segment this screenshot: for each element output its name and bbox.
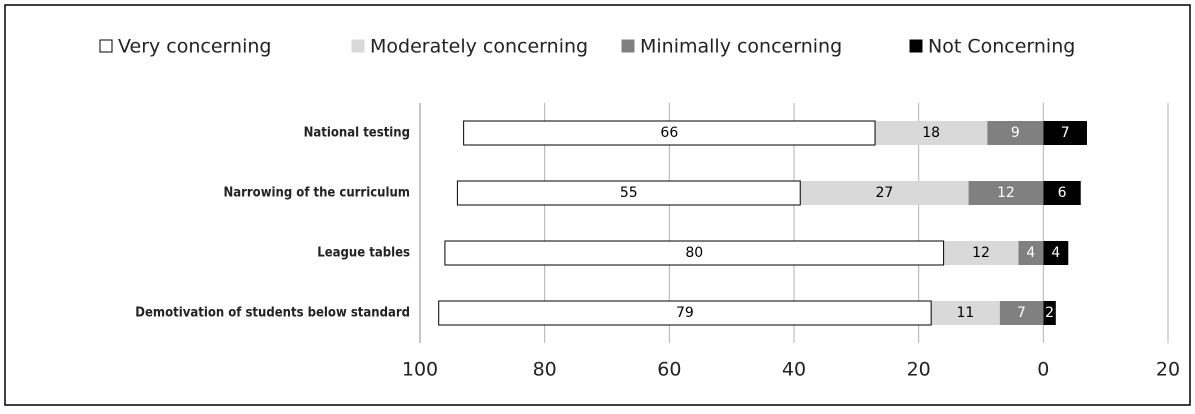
bar-segment <box>1043 121 1087 145</box>
legend-marker <box>621 39 635 53</box>
value-label: 18 <box>922 125 940 141</box>
legend-marker <box>351 39 365 53</box>
value-label: 12 <box>972 245 990 261</box>
bar-segment <box>931 301 1000 325</box>
category-label: Demotivation of students below standard <box>135 306 410 321</box>
value-label: 9 <box>1011 125 1020 141</box>
value-label: 6 <box>1058 185 1067 201</box>
value-label: 4 <box>1026 245 1035 261</box>
bar-segment <box>444 240 945 266</box>
legend-label: Not Concerning <box>928 36 1075 58</box>
bar-segment <box>875 121 988 145</box>
bar-segment <box>999 301 1044 325</box>
x-tick-label: 0 <box>1037 359 1049 381</box>
bar-segment <box>968 181 1044 205</box>
value-label: 7 <box>1017 305 1026 321</box>
category-label: National testing <box>304 126 410 141</box>
bar-segment <box>438 300 932 326</box>
bar-segment <box>456 180 801 206</box>
value-label: 80 <box>685 245 703 261</box>
bar-segment <box>800 181 969 205</box>
legend-label: Very concerning <box>118 36 271 58</box>
bar-segment <box>1043 301 1056 325</box>
bar-segment <box>463 120 876 146</box>
x-tick-label: 80 <box>533 359 557 381</box>
bar-segment <box>1043 241 1069 265</box>
bar-segment <box>987 121 1044 145</box>
value-label: 12 <box>997 185 1015 201</box>
value-label: 79 <box>676 305 694 321</box>
value-label: 27 <box>875 185 893 201</box>
value-label: 66 <box>660 125 678 141</box>
x-tick-label: 100 <box>402 359 438 381</box>
legend-label: Moderately concerning <box>370 36 588 58</box>
bar-segment <box>1018 241 1044 265</box>
x-tick-label: 60 <box>657 359 681 381</box>
x-tick-label: 20 <box>1156 359 1180 381</box>
legend-label: Minimally concerning <box>640 36 842 58</box>
value-label: 2 <box>1045 305 1054 321</box>
value-label: 11 <box>957 305 975 321</box>
category-label: League tables <box>317 246 410 261</box>
value-label: 4 <box>1051 245 1060 261</box>
value-label: 55 <box>620 185 638 201</box>
bar-segment <box>1043 181 1081 205</box>
value-label: 7 <box>1061 125 1070 141</box>
x-tick-label: 20 <box>907 359 931 381</box>
legend-marker <box>909 39 923 53</box>
x-tick-label: 40 <box>782 359 806 381</box>
bar-segment <box>943 241 1019 265</box>
legend-marker <box>99 39 113 53</box>
category-label: Narrowing of the curriculum <box>223 186 410 201</box>
